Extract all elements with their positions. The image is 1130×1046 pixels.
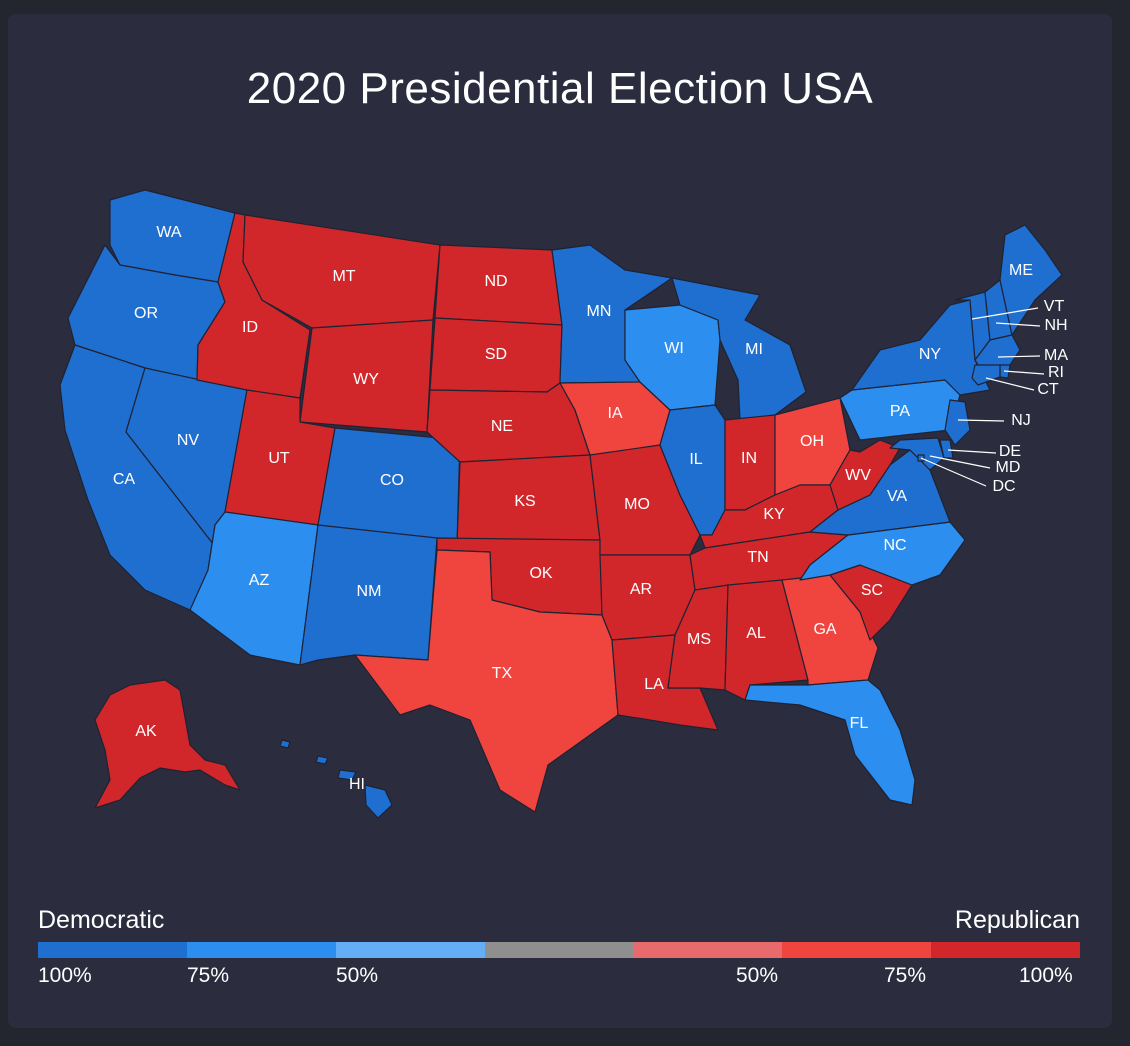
label-WY: WY bbox=[353, 371, 379, 388]
label-AK: AK bbox=[135, 723, 157, 740]
legend-democratic-label: Democratic bbox=[38, 906, 165, 934]
label-OR: OR bbox=[134, 305, 158, 322]
label-WA: WA bbox=[156, 224, 182, 241]
state-ME[interactable] bbox=[999, 224, 1063, 336]
label-UT: UT bbox=[268, 450, 290, 467]
label-GA: GA bbox=[813, 621, 836, 638]
label-WI: WI bbox=[664, 340, 684, 357]
label-MO: MO bbox=[624, 496, 650, 513]
label-CA: CA bbox=[113, 471, 136, 488]
label-ME: ME bbox=[1009, 262, 1033, 279]
label-DE: DE bbox=[999, 443, 1021, 460]
label-TN: TN bbox=[747, 549, 768, 566]
legend-tick-rep-50: 50% bbox=[736, 964, 779, 987]
legend-color-bar bbox=[38, 942, 1081, 958]
label-KY: KY bbox=[763, 506, 785, 523]
legend-republican-label: Republican bbox=[954, 906, 1080, 934]
label-OK: OK bbox=[529, 565, 552, 582]
label-NH: NH bbox=[1044, 317, 1067, 334]
leader-ri bbox=[1003, 370, 1045, 375]
label-NM: NM bbox=[357, 583, 382, 600]
legend-segment-dem-75 bbox=[186, 942, 336, 958]
label-HI: HI bbox=[349, 776, 365, 793]
legend-tick-rep-100: 100% bbox=[1019, 964, 1073, 987]
label-IN: IN bbox=[741, 450, 757, 467]
leader-nh bbox=[995, 322, 1041, 327]
label-MI: MI bbox=[745, 341, 763, 358]
leader-dc bbox=[920, 457, 987, 487]
label-AZ: AZ bbox=[249, 572, 270, 589]
label-MN: MN bbox=[587, 303, 612, 320]
leader-de bbox=[947, 449, 997, 454]
legend-tick-rep-75: 75% bbox=[884, 964, 927, 987]
state-CT[interactable] bbox=[971, 364, 1001, 386]
label-NJ: NJ bbox=[1011, 412, 1031, 429]
page-title: 2020 Presidential Election USA bbox=[246, 64, 874, 113]
label-NE: NE bbox=[491, 418, 513, 435]
label-MA: MA bbox=[1044, 347, 1068, 364]
legend-segment-dem-100 bbox=[38, 942, 187, 958]
legend-tick-dem-50: 50% bbox=[336, 964, 379, 987]
leader-nj bbox=[957, 419, 1005, 422]
label-LA: LA bbox=[644, 676, 664, 693]
label-SC: SC bbox=[861, 582, 883, 599]
legend-segment-dem-50 bbox=[335, 942, 485, 958]
label-MD: MD bbox=[996, 459, 1021, 476]
state-AK[interactable] bbox=[94, 679, 241, 809]
label-AR: AR bbox=[630, 581, 652, 598]
legend-tick-dem-100: 100% bbox=[38, 964, 92, 987]
label-FL: FL bbox=[850, 715, 869, 732]
label-CT: CT bbox=[1037, 381, 1059, 398]
label-KS: KS bbox=[514, 493, 535, 510]
label-SD: SD bbox=[485, 346, 507, 363]
leader-ma bbox=[997, 355, 1041, 358]
leader-vt bbox=[971, 307, 1039, 320]
label-IL: IL bbox=[689, 451, 702, 468]
label-PA: PA bbox=[890, 403, 910, 420]
label-AL: AL bbox=[746, 625, 766, 642]
label-OH: OH bbox=[800, 433, 824, 450]
label-MT: MT bbox=[332, 268, 355, 285]
label-RI: RI bbox=[1048, 364, 1064, 381]
leader-ct bbox=[985, 377, 1035, 391]
label-ID: ID bbox=[242, 319, 258, 336]
label-IA: IA bbox=[607, 405, 622, 422]
label-CO: CO bbox=[380, 472, 404, 489]
label-MS: MS bbox=[687, 631, 711, 648]
legend-tick-dem-75: 75% bbox=[187, 964, 230, 987]
label-NV: NV bbox=[177, 432, 200, 449]
label-VT: VT bbox=[1044, 298, 1065, 315]
label-DC: DC bbox=[992, 478, 1015, 495]
state-FL[interactable] bbox=[744, 679, 916, 806]
label-VA: VA bbox=[887, 488, 907, 505]
legend-segment-rep-100 bbox=[931, 942, 1081, 958]
label-TX: TX bbox=[492, 665, 513, 682]
label-NY: NY bbox=[919, 346, 942, 363]
legend-segment-neutral bbox=[484, 942, 634, 958]
state-TX[interactable] bbox=[354, 549, 619, 813]
legend-segment-rep-75 bbox=[782, 942, 932, 958]
state-NJ[interactable] bbox=[944, 399, 971, 446]
state-HI[interactable] bbox=[279, 739, 393, 819]
label-WV: WV bbox=[845, 467, 871, 484]
us-election-map: WA OR CA NV ID MT WY UT AZ CO NM ND SD N… bbox=[59, 189, 1068, 819]
leader-md bbox=[929, 455, 991, 469]
label-NC: NC bbox=[883, 537, 906, 554]
legend-segment-rep-50 bbox=[633, 942, 783, 958]
label-ND: ND bbox=[484, 273, 507, 290]
